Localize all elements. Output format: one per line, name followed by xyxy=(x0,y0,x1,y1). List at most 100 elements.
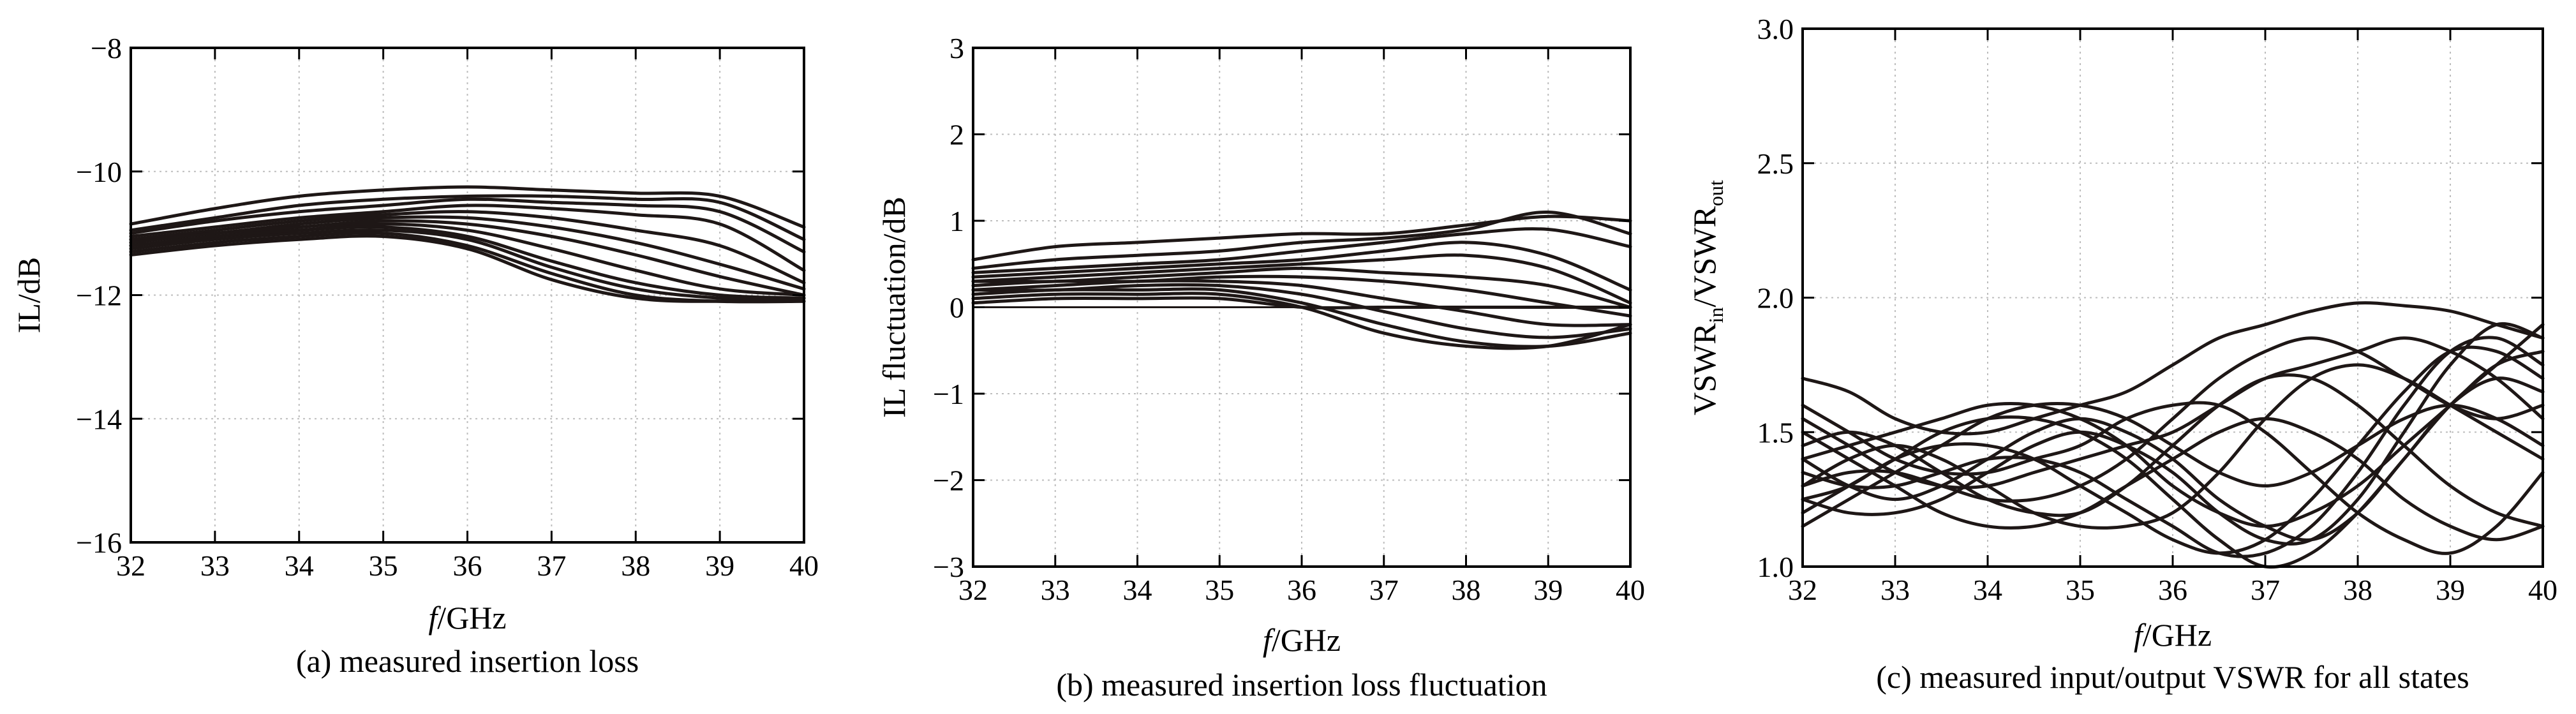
x-tick-label: 35 xyxy=(2066,574,2095,606)
y-tick-label: −1 xyxy=(933,378,964,410)
x-tick-label: 40 xyxy=(789,549,819,582)
series-line xyxy=(971,279,1632,327)
x-tick-label: 36 xyxy=(2158,574,2187,606)
x-tick-label: 33 xyxy=(200,549,230,582)
x-tick-label: 39 xyxy=(705,549,734,582)
panel-b-ticks: 32 33 34 35 36 37 38 39 40 −3 −2 −1 0 1 2 3 xyxy=(933,32,1645,606)
series-line xyxy=(1801,350,2545,528)
panel-c-ylabel-main: VSWR xyxy=(1686,323,1722,415)
panel-c-grid xyxy=(1803,29,2543,567)
x-tick-label: 37 xyxy=(1369,574,1399,606)
panel-c-series xyxy=(1801,301,2545,569)
series-line xyxy=(971,287,1632,348)
y-tick-label: 1.0 xyxy=(1757,551,1794,583)
series-line xyxy=(129,234,806,303)
x-tick-label: 35 xyxy=(369,549,398,582)
series-line xyxy=(971,241,1632,292)
x-tick-label: 37 xyxy=(2251,574,2280,606)
panel-b-xlabel: f/GHz xyxy=(1263,622,1341,658)
series-line xyxy=(971,253,1632,305)
series-line xyxy=(1801,417,2545,542)
panel-a-caption: (a) measured insertion loss xyxy=(296,643,639,679)
series-line xyxy=(1801,301,2545,436)
panel-a-xlabel: f/GHz xyxy=(428,600,506,636)
x-tick-label: 37 xyxy=(537,549,566,582)
y-tick-label: 3.0 xyxy=(1757,13,1794,45)
series-line xyxy=(1801,376,2545,569)
panel-c-xlabel-rest: /GHz xyxy=(2143,617,2212,653)
x-tick-label: 35 xyxy=(1205,574,1234,606)
x-tick-label: 39 xyxy=(1533,574,1563,606)
y-tick-label: 0 xyxy=(949,292,964,324)
y-tick-label: 2 xyxy=(949,119,964,151)
panel-b-series xyxy=(971,210,1632,350)
series-line xyxy=(1801,336,2545,489)
series-line xyxy=(129,185,806,229)
series-line xyxy=(1801,401,2545,555)
series-line xyxy=(129,228,806,303)
panel-b-caption: (b) measured insertion loss fluctuation xyxy=(1056,667,1547,703)
panel-b-insertion-loss-fluctuation: 32 33 34 35 36 37 38 39 40 −3 −2 −1 0 1 2 3 IL fluctuat… xyxy=(876,32,1645,703)
y-tick-label: −14 xyxy=(76,403,122,435)
series-line xyxy=(129,204,806,272)
panel-a-series xyxy=(129,185,806,304)
panel-c-ticks: 32 33 34 35 36 37 38 39 40 1.0 1.5 2.0 2.5 3.0 xyxy=(1757,13,2558,606)
x-tick-label: 38 xyxy=(621,549,650,582)
panel-a-ticks: 32 33 34 35 36 37 38 39 40 −16 −14 −12 −10 −8 xyxy=(76,32,819,582)
panel-c-ylabel: VSWRin/VSWRout xyxy=(1686,180,1727,415)
y-tick-label: 2.5 xyxy=(1757,147,1794,180)
y-tick-label: −3 xyxy=(933,551,964,583)
series-line xyxy=(129,210,806,285)
x-tick-label: 33 xyxy=(1880,574,1910,606)
x-tick-label: 38 xyxy=(1452,574,1481,606)
panel-b-xlabel-rest: /GHz xyxy=(1272,622,1341,658)
series-line xyxy=(129,219,806,297)
y-tick-label: 3 xyxy=(949,32,964,64)
x-tick-label: 40 xyxy=(1616,574,1645,606)
panel-c-xlabel: f/GHz xyxy=(2134,617,2212,653)
y-tick-label: −12 xyxy=(76,279,122,312)
y-tick-label: −10 xyxy=(76,156,122,188)
series-line xyxy=(129,197,806,254)
panel-a-insertion-loss: 32 33 34 35 36 37 38 39 40 −16 −14 −12 −10 −8 IL/dB f… xyxy=(11,32,819,679)
x-tick-label: 36 xyxy=(1287,574,1316,606)
series-line xyxy=(1801,322,2545,546)
panel-b-ylabel: IL fluctuation/dB xyxy=(876,197,912,418)
x-tick-label: 40 xyxy=(2528,574,2557,606)
panel-c-ylabel-sub-in: in xyxy=(1704,307,1727,323)
y-tick-label: 2.0 xyxy=(1757,282,1794,315)
series-line xyxy=(971,227,1632,274)
x-tick-label: 34 xyxy=(1123,574,1152,606)
y-tick-label: −2 xyxy=(933,465,964,497)
panel-a-ylabel: IL/dB xyxy=(11,257,47,333)
y-tick-label: −16 xyxy=(76,526,122,559)
y-tick-label: −8 xyxy=(91,32,122,64)
series-line xyxy=(971,214,1632,262)
x-tick-label: 32 xyxy=(1788,574,1817,606)
panel-a-grid xyxy=(131,48,804,542)
panel-c-ylabel-mid: /VSWR xyxy=(1686,205,1722,307)
series-line xyxy=(971,274,1632,318)
x-tick-label: 32 xyxy=(116,549,145,582)
series-line xyxy=(971,296,1632,310)
panel-c-caption: (c) measured input/output VSWR for all s… xyxy=(1876,659,2469,695)
series-line xyxy=(1801,373,2545,528)
y-tick-label: 1 xyxy=(949,205,964,237)
series-line xyxy=(1801,345,2545,555)
x-tick-label: 33 xyxy=(1041,574,1070,606)
x-tick-label: 39 xyxy=(2436,574,2465,606)
series-line xyxy=(129,225,806,300)
x-tick-label: 38 xyxy=(2343,574,2372,606)
series-line xyxy=(1801,336,2545,503)
panel-c-vswr: 32 33 34 35 36 37 38 39 40 1.0 1.5 2.0 2.5 3.0 VSWRin… xyxy=(1686,13,2557,695)
panel-a-xlabel-rest: /GHz xyxy=(437,600,506,636)
x-tick-label: 32 xyxy=(958,574,988,606)
series-line xyxy=(971,210,1632,270)
panel-c-ylabel-sub-out: out xyxy=(1704,180,1727,206)
x-tick-label: 34 xyxy=(285,549,314,582)
y-tick-label: 1.5 xyxy=(1757,416,1794,449)
series-line xyxy=(129,194,806,241)
x-tick-label: 36 xyxy=(453,549,482,582)
x-tick-label: 34 xyxy=(1973,574,2002,606)
